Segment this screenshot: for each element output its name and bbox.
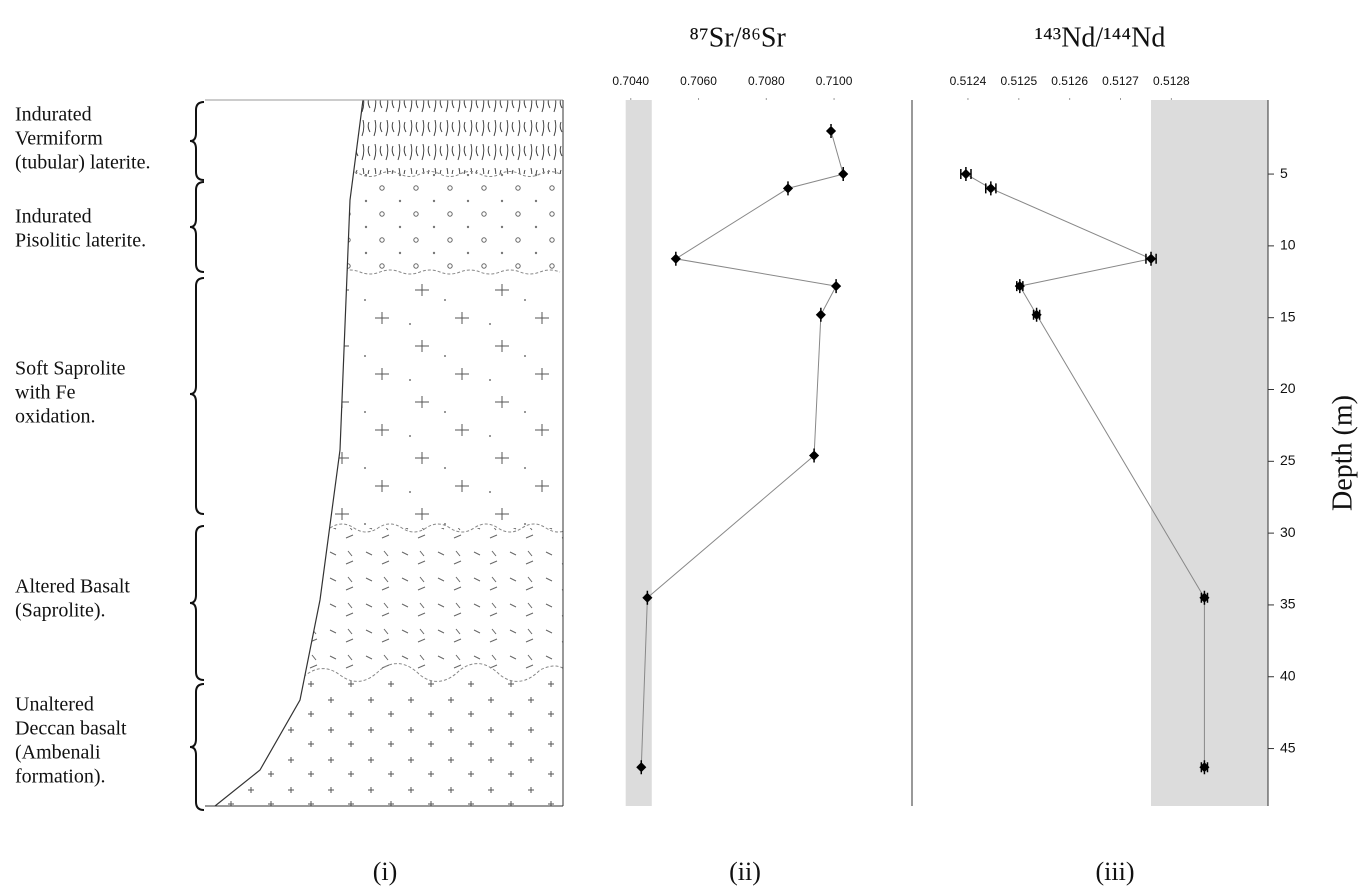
x-tick-label: 0.5126 — [1051, 74, 1088, 88]
chart-title: ¹⁴³Nd/¹⁴⁴Nd — [1035, 22, 1166, 53]
weathering-front — [214, 99, 364, 807]
unit-label: Pisolitic laterite. — [15, 230, 146, 252]
data-point — [838, 167, 849, 182]
x-tick-label: 0.7080 — [748, 74, 785, 88]
unit-label: Indurated — [15, 206, 92, 228]
y-tick-label: 45 — [1280, 739, 1296, 755]
reference-band — [625, 100, 652, 806]
data-point — [636, 760, 647, 775]
x-tick-label: 0.5127 — [1102, 74, 1139, 88]
y-tick-label: 5 — [1280, 165, 1288, 181]
unit-label: (Ambenali — [15, 742, 101, 764]
y-tick-label: 35 — [1280, 596, 1296, 612]
unit-label: Soft Saprolite — [15, 358, 126, 380]
data-point — [670, 251, 681, 266]
panel-label: (iii) — [1096, 857, 1135, 886]
unit-label: (tubular) laterite. — [15, 152, 151, 174]
data-point — [960, 167, 971, 182]
y-tick-label: 10 — [1280, 237, 1296, 253]
data-point — [1031, 307, 1042, 322]
y-tick-label: 40 — [1280, 667, 1296, 683]
unit-label: oxidation. — [15, 406, 96, 428]
data-point — [1014, 279, 1025, 294]
y-tick-label: 20 — [1280, 380, 1296, 396]
x-tick-label: 0.5128 — [1153, 74, 1190, 88]
unit-label: Vermiform — [15, 128, 103, 150]
data-point — [809, 448, 820, 463]
unit-label: Deccan basalt — [15, 718, 127, 740]
data-point — [642, 590, 653, 605]
data-point — [1145, 251, 1157, 266]
x-tick-label: 0.5125 — [1000, 74, 1037, 88]
unit-label: Unaltered — [15, 694, 94, 716]
unit-label: with Fe — [15, 382, 76, 404]
data-point — [985, 181, 996, 196]
y-tick-label: 30 — [1280, 524, 1296, 540]
panel-label: (i) — [373, 857, 398, 886]
data-point — [1199, 760, 1210, 775]
reference-band — [1151, 100, 1268, 806]
x-tick-label: 0.7040 — [612, 74, 649, 88]
profile-line — [640, 130, 844, 768]
lithology-column — [215, 100, 563, 806]
unit-label: Indurated — [15, 104, 92, 126]
unit-label: Altered Basalt — [15, 576, 130, 598]
y-axis-label: Depth (m) — [1327, 395, 1358, 511]
data-point — [815, 307, 826, 322]
data-point — [1199, 590, 1210, 605]
data-point — [782, 181, 794, 196]
data-point — [825, 123, 837, 138]
unit-label: formation). — [15, 766, 106, 788]
x-tick-label: 0.5124 — [950, 74, 987, 88]
unit-label: (Saprolite). — [15, 600, 106, 622]
chart-title: ⁸⁷Sr/⁸⁶Sr — [689, 22, 786, 53]
panel-label: (ii) — [729, 857, 761, 886]
x-tick-label: 0.7100 — [816, 74, 853, 88]
y-tick-label: 25 — [1280, 452, 1296, 468]
data-point — [831, 279, 842, 294]
y-tick-label: 15 — [1280, 308, 1296, 324]
x-tick-label: 0.7060 — [680, 74, 717, 88]
braces — [189, 101, 205, 811]
